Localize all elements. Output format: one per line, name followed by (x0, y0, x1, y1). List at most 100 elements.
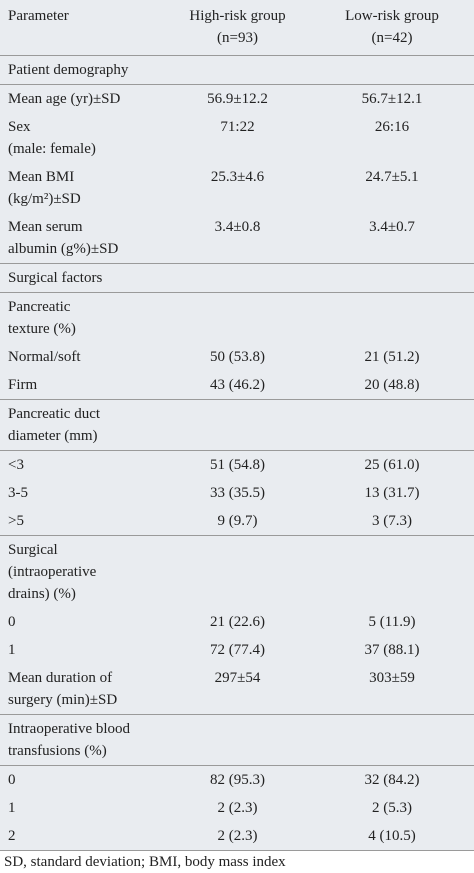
table-cell: 32 (84.2) (310, 766, 474, 795)
cell-line: 20 (48.8) (364, 377, 420, 393)
cell-line: 37 (88.1) (364, 642, 420, 658)
table-cell: 21 (51.2) (310, 343, 474, 371)
table-cell: 82 (95.3) (165, 766, 310, 795)
cell-line: 43 (46.2) (210, 377, 265, 393)
cell-line: 297±54 (214, 670, 261, 686)
cell-line: Firm (8, 377, 38, 393)
table-cell: 3 (7.3) (310, 507, 474, 536)
cell-line: transfusions (%) (8, 743, 107, 759)
table-cell: 43 (46.2) (165, 371, 310, 400)
table-cell: 24.7±5.1 (310, 163, 474, 213)
table-cell (310, 263, 474, 293)
cell-line: Mean age (yr)±SD (8, 91, 121, 107)
table-cell (310, 399, 474, 451)
table-cell (310, 293, 474, 344)
cell-line: 13 (31.7) (364, 485, 420, 501)
table-cell: 2 (0, 822, 165, 851)
table-row: Pancreatic texture (%) (0, 293, 474, 344)
cell-line: 56.9±12.2 (207, 91, 268, 107)
cell-line: (kg/m²)±SD (8, 191, 81, 207)
cell-line: 1 (8, 642, 16, 658)
table-row: Normal/soft 50 (53.8) 21 (51.2) (0, 343, 474, 371)
table-cell: 71:22 (165, 113, 310, 163)
table-cell: <3 (0, 451, 165, 480)
table-row: Surgical (intraoperative drains) (%) (0, 536, 474, 609)
cell-line: Surgical factors (8, 270, 103, 286)
cell-line: 3.4±0.7 (369, 219, 415, 235)
cell-line: Mean serum (8, 219, 83, 235)
table-cell: Sex (male: female) (0, 113, 165, 163)
table-row: Sex (male: female) 71:22 26:16 (0, 113, 474, 163)
table-cell: 56.7±12.1 (310, 85, 474, 114)
table-row: <3 51 (54.8) 25 (61.0) (0, 451, 474, 480)
cell-line: 9 (9.7) (217, 513, 258, 529)
table-cell: Mean age (yr)±SD (0, 85, 165, 114)
cell-line: 82 (95.3) (210, 772, 265, 788)
cell-line: 71:22 (220, 119, 255, 135)
table-cell: 33 (35.5) (165, 479, 310, 507)
table-row: Patient demography (0, 55, 474, 85)
table-row: Mean BMI (kg/m²)±SD 25.3±4.6 24.7±5.1 (0, 163, 474, 213)
table-cell (165, 55, 310, 85)
cell-line: 3 (7.3) (372, 513, 412, 529)
table-cell: 72 (77.4) (165, 636, 310, 664)
table-cell: 50 (53.8) (165, 343, 310, 371)
cell-line: Normal/soft (8, 349, 81, 365)
table-row: Pancreatic duct diameter (mm) (0, 399, 474, 451)
cell-line: Pancreatic (8, 299, 71, 315)
cell-line: 4 (10.5) (368, 828, 416, 844)
table-cell (165, 536, 310, 609)
table-cell: 3.4±0.8 (165, 213, 310, 264)
cell-line: 24.7±5.1 (365, 169, 419, 185)
cell-line: albumin (g%)±SD (8, 241, 119, 257)
footnote: SD, standard deviation; BMI, body mass i… (0, 851, 474, 873)
cell-line: surgery (min)±SD (8, 692, 118, 708)
table-row: 1 72 (77.4) 37 (88.1) (0, 636, 474, 664)
table-cell: 51 (54.8) (165, 451, 310, 480)
cell-line: 0 (8, 614, 16, 630)
table-row: Mean age (yr)±SD 56.9±12.2 56.7±12.1 (0, 85, 474, 114)
cell-line: 2 (2.3) (217, 800, 258, 816)
table-cell: 0 (0, 766, 165, 795)
cell-line: Pancreatic duct (8, 406, 101, 422)
table-cell: 13 (31.7) (310, 479, 474, 507)
table-cell: Pancreatic texture (%) (0, 293, 165, 344)
table-cell: Mean BMI (kg/m²)±SD (0, 163, 165, 213)
table-cell: Patient demography (0, 55, 165, 85)
table-cell: Low-risk group (n=42) (310, 0, 474, 56)
table-cell (165, 399, 310, 451)
cell-line: 2 (2.3) (217, 828, 258, 844)
table-cell: 303±59 (310, 664, 474, 715)
cell-line: 25 (61.0) (364, 457, 420, 473)
cell-line: 51 (54.8) (210, 457, 265, 473)
table-body: Parameter High-risk group (n=93) Low-risk g… (0, 0, 474, 851)
table-row: Parameter High-risk group (n=93) Low-risk g… (0, 0, 474, 56)
cell-line: Mean duration of (8, 670, 113, 686)
table-cell: 4 (10.5) (310, 822, 474, 851)
table-cell: 26:16 (310, 113, 474, 163)
cell-line: 21 (22.6) (210, 614, 265, 630)
table-cell: Normal/soft (0, 343, 165, 371)
table-row: Surgical factors (0, 263, 474, 293)
cell-line: 2 (5.3) (372, 800, 412, 816)
table-cell: Mean serum albumin (g%)±SD (0, 213, 165, 264)
cell-line: 50 (53.8) (210, 349, 265, 365)
table-cell: Intraoperative blood transfusions (%) (0, 714, 165, 766)
table-cell: 25 (61.0) (310, 451, 474, 480)
table-cell: 25.3±4.6 (165, 163, 310, 213)
table-cell (310, 55, 474, 85)
table-cell: Mean duration of surgery (min)±SD (0, 664, 165, 715)
table-row: Mean duration of surgery (min)±SD 297±54 30… (0, 664, 474, 715)
table-cell: 37 (88.1) (310, 636, 474, 664)
table-cell: 20 (48.8) (310, 371, 474, 400)
cell-line: (n=93) (217, 30, 258, 46)
table-row: >5 9 (9.7) 3 (7.3) (0, 507, 474, 536)
cell-line: 1 (8, 800, 16, 816)
table-row: 2 2 (2.3) 4 (10.5) (0, 822, 474, 851)
cell-line: 72 (77.4) (210, 642, 265, 658)
cell-line: 3.4±0.8 (214, 219, 261, 235)
table-cell (310, 714, 474, 766)
cell-line: High-risk group (189, 8, 286, 24)
cell-line: Parameter (8, 8, 69, 24)
